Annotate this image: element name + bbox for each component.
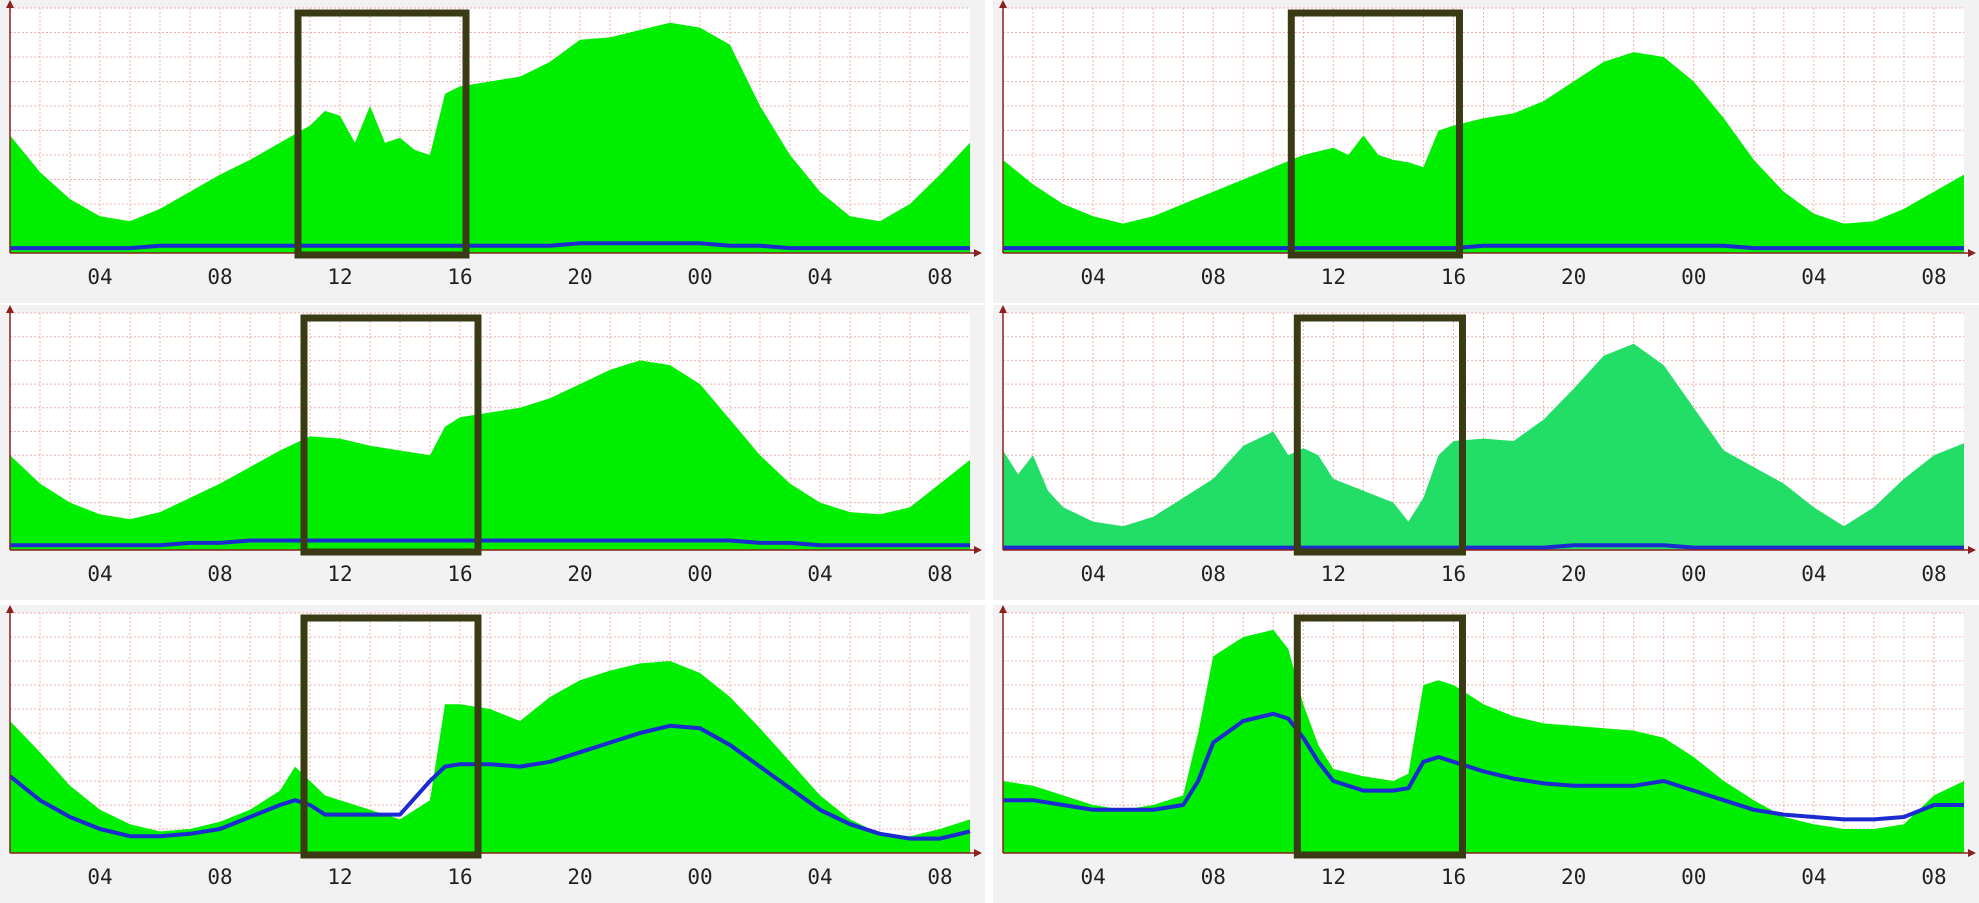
x-tick-label: 08 [927, 265, 952, 289]
x-tick-label: 16 [447, 265, 472, 289]
area-series [1003, 629, 1964, 853]
chart-panel-4: 04 08 12 16 20 00 04 08 [993, 305, 1979, 600]
x-tick-label: 16 [1441, 562, 1466, 586]
highlight-box [294, 9, 470, 259]
chart-svg: 04 08 12 16 20 00 04 08 [0, 605, 985, 903]
x-tick-label: 12 [1321, 865, 1346, 889]
x-tick-label: 16 [1441, 865, 1466, 889]
x-tick-label: 20 [567, 865, 592, 889]
area-series [10, 360, 970, 550]
x-tick-label: 00 [1681, 265, 1706, 289]
x-tick-label: 00 [687, 265, 712, 289]
chart-panel-3: 04 08 12 16 20 00 04 08 [0, 305, 985, 600]
chart-panel-6: 04 08 12 16 20 00 04 08 [993, 605, 1979, 903]
x-tick-label: 08 [1201, 865, 1226, 889]
x-axis-arrow [1968, 546, 1976, 554]
y-axis-arrow [6, 0, 14, 8]
x-tick-label: 08 [927, 865, 952, 889]
highlight-box [1293, 614, 1466, 859]
y-axis-arrow [999, 305, 1007, 313]
x-tick-label: 00 [1681, 562, 1706, 586]
line-series [1003, 243, 1964, 251]
x-tick-label: 20 [1561, 562, 1586, 586]
line-series [1003, 543, 1964, 550]
x-tick-label: 04 [87, 865, 112, 889]
x-tick-label: 04 [1080, 265, 1105, 289]
x-tick-label: 08 [207, 865, 232, 889]
chart-svg: 04 08 12 16 20 00 04 08 [0, 305, 985, 600]
chart-panel-2: 04 08 12 16 20 00 04 08 [993, 0, 1979, 303]
y-axis-arrow [999, 0, 1007, 8]
chart-svg: 04 08 12 16 20 00 04 08 [0, 0, 985, 303]
x-tick-label: 08 [207, 562, 232, 586]
x-tick-label: 12 [327, 865, 352, 889]
chart-svg: 04 08 12 16 20 00 04 08 [993, 305, 1979, 600]
x-tick-label: 04 [1801, 265, 1826, 289]
highlight-box [1293, 314, 1466, 556]
x-tick-label: 00 [687, 562, 712, 586]
area-series [1003, 52, 1964, 253]
x-tick-label: 04 [1801, 865, 1826, 889]
highlight-box [1287, 9, 1463, 259]
x-tick-label: 12 [1321, 562, 1346, 586]
x-tick-label: 20 [567, 265, 592, 289]
x-tick-label: 20 [567, 562, 592, 586]
x-tick-label: 04 [1080, 562, 1105, 586]
highlight-box [300, 614, 482, 859]
x-axis-arrow [1968, 849, 1976, 857]
x-tick-label: 08 [207, 265, 232, 289]
x-tick-label: 12 [327, 562, 352, 586]
x-tick-label: 20 [1561, 265, 1586, 289]
line-series [10, 241, 970, 251]
x-tick-label: 16 [447, 562, 472, 586]
x-tick-label: 12 [327, 265, 352, 289]
x-axis-arrow [974, 849, 982, 857]
line-series [8, 723, 971, 841]
area-series [1003, 343, 1964, 550]
x-tick-label: 08 [1921, 865, 1946, 889]
highlight-box [300, 314, 482, 556]
x-tick-label: 08 [1201, 265, 1226, 289]
x-tick-label: 12 [1321, 265, 1346, 289]
x-tick-label: 04 [1080, 865, 1105, 889]
x-axis-arrow [974, 546, 982, 554]
y-axis-arrow [6, 305, 14, 313]
area-series [10, 22, 970, 254]
x-tick-label: 20 [1561, 865, 1586, 889]
chart-svg: 04 08 12 16 20 00 04 08 [993, 605, 1979, 903]
y-axis-arrow [6, 605, 14, 613]
chart-panel-1: 04 08 12 16 20 00 04 08 [0, 0, 985, 303]
x-tick-label: 08 [1201, 562, 1226, 586]
x-axis-arrow [974, 249, 982, 257]
y-axis-arrow [999, 605, 1007, 613]
x-tick-label: 04 [807, 265, 832, 289]
x-tick-label: 04 [1801, 562, 1826, 586]
x-tick-label: 08 [927, 562, 952, 586]
x-tick-label: 16 [1441, 265, 1466, 289]
x-tick-label: 04 [87, 265, 112, 289]
x-tick-label: 04 [87, 562, 112, 586]
x-tick-label: 16 [447, 865, 472, 889]
line-series [1003, 711, 1964, 822]
x-tick-label: 08 [1921, 562, 1946, 586]
chart-svg: 04 08 12 16 20 00 04 08 [993, 0, 1979, 303]
x-axis-arrow [1968, 249, 1976, 257]
area-series [10, 661, 970, 853]
x-tick-label: 00 [1681, 865, 1706, 889]
x-tick-label: 04 [807, 562, 832, 586]
x-tick-label: 00 [687, 865, 712, 889]
x-tick-label: 08 [1921, 265, 1946, 289]
chart-panel-5: 04 08 12 16 20 00 04 08 [0, 605, 985, 903]
x-tick-label: 04 [807, 865, 832, 889]
